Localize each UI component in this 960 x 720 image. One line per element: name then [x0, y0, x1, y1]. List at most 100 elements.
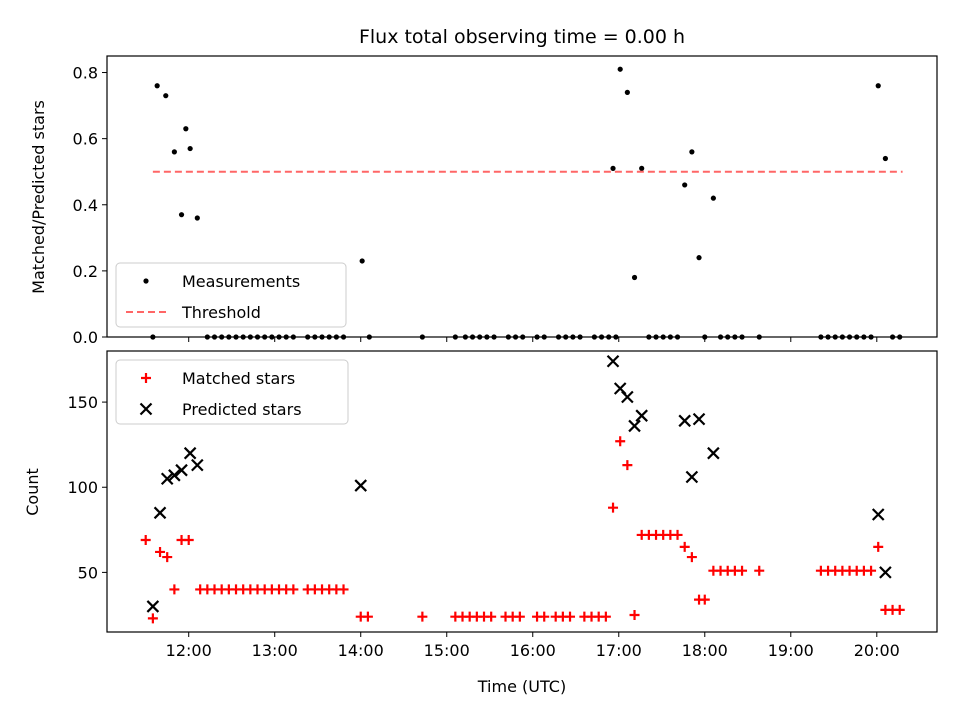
legend-label: Predicted stars: [182, 400, 302, 419]
top-axes-frame: [106, 55, 938, 338]
matched-stars-point: [699, 594, 710, 605]
predicted-stars-point: [354, 479, 368, 492]
matched-stars-point: [417, 611, 428, 622]
top-y-tick-label: 0.4: [73, 196, 98, 215]
measurement-point: [187, 145, 193, 152]
matched-stars-point: [486, 611, 497, 622]
bottom-y-tick-label: 150: [67, 393, 98, 412]
predicted-stars-point: [692, 412, 706, 426]
measurement-point: [882, 155, 888, 162]
measurement-point: [178, 212, 185, 218]
top-legend: Measurements Threshold: [115, 262, 347, 328]
matched-stars-point: [565, 611, 576, 622]
bottom-y-tick-label: 100: [67, 478, 98, 497]
matched-stars-point: [686, 552, 697, 563]
legend-label: Threshold: [181, 303, 261, 322]
predicted-stars-point: [621, 390, 634, 404]
measurement-point: [875, 83, 881, 89]
matched-stars-point: [629, 609, 640, 620]
predicted-stars-point: [153, 506, 167, 520]
matched-stars-point: [147, 613, 158, 624]
x-tick-label: 17:00: [596, 641, 642, 660]
measurement-point: [163, 93, 169, 99]
top-y-tick-label: 0.0: [73, 328, 98, 347]
measurement-point: [617, 66, 623, 72]
x-axis-label: Time (UTC): [477, 677, 566, 696]
x-tick-label: 13:00: [252, 641, 298, 660]
predicted-stars-point: [160, 472, 174, 486]
x-tick-label: 18:00: [682, 641, 728, 660]
matched-stars-point: [754, 565, 765, 576]
measurement-point: [631, 274, 638, 281]
measurement-point: [359, 258, 365, 264]
matched-stars-point: [894, 604, 905, 615]
x-tick-label: 14:00: [338, 641, 384, 660]
measurement-point: [610, 165, 616, 171]
measurement-point: [171, 149, 177, 155]
measurement-point: [696, 255, 702, 261]
predicted-stars-point: [685, 470, 699, 484]
matched-stars-point: [672, 529, 683, 540]
matched-stars-point: [155, 546, 166, 557]
measurement-point: [689, 149, 695, 155]
x-tick-label: 16:00: [510, 641, 556, 660]
predicted-stars-point: [678, 414, 691, 428]
matched-stars-point: [600, 611, 611, 622]
measurement-point: [154, 83, 160, 89]
predicted-stars-point: [635, 409, 648, 422]
bottom-y-tick-label: 50: [78, 563, 98, 582]
bottom-legend: Matched stars Predicted stars: [115, 359, 349, 425]
top-y-tick-label: 0.6: [73, 130, 98, 149]
measurement-point: [710, 195, 716, 201]
measurement-point: [183, 126, 189, 132]
legend-predicted-stars-swatch: [139, 402, 153, 416]
x-tick-label: 20:00: [854, 641, 900, 660]
x-tick-label: 12:00: [166, 641, 212, 660]
top-panel-plot-area: 0.0 0.2 0.4 0.6 0.8 Measurements Threshold: [73, 55, 938, 347]
matched-stars-point: [866, 565, 877, 576]
bottom-legend-box: [115, 359, 349, 425]
x-tick-label: 19:00: [768, 641, 814, 660]
predicted-stars-point: [871, 508, 885, 521]
matched-stars-point: [140, 535, 151, 546]
matched-stars-point: [737, 565, 748, 576]
matched-stars-point: [873, 541, 884, 552]
matched-stars-point: [539, 611, 550, 622]
bottom-panel-y-axis-label: Count: [23, 468, 42, 516]
predicted-stars-point: [606, 354, 620, 368]
matched-stars-point: [679, 541, 690, 552]
matched-stars-point: [288, 584, 299, 595]
top-panel-y-axis-label: Matched/Predicted stars: [29, 100, 48, 294]
matched-stars-point: [338, 584, 349, 595]
matched-stars-point: [362, 611, 373, 622]
top-y-tick-label: 0.2: [73, 262, 98, 281]
matched-stars-point: [162, 552, 173, 563]
top-y-tick-label: 0.8: [73, 64, 98, 83]
measurement-point: [682, 182, 688, 188]
matched-stars-point: [514, 611, 525, 622]
matched-stars-point: [622, 460, 633, 471]
predicted-stars-point: [628, 419, 641, 433]
matched-stars-point: [615, 436, 626, 447]
legend-label: Measurements: [182, 272, 300, 291]
top-legend-box: [115, 262, 347, 328]
predicted-stars-point: [707, 446, 720, 460]
matched-stars-point: [169, 584, 180, 595]
legend-label: Matched stars: [182, 369, 295, 388]
legend-measurements-swatch: [143, 278, 149, 284]
bottom-panel-plot-area: 50 100 150 12:00 13:00 14:00 15:00 16:00 17:00 18…: [67, 350, 938, 660]
bottom-axes-frame: [106, 350, 938, 633]
x-tick-label: 15:00: [424, 641, 470, 660]
measurement-point: [194, 215, 200, 221]
matched-stars-point: [608, 502, 619, 513]
top-panel-title: Flux total observing time = 0.00 h: [359, 26, 685, 48]
predicted-stars-point: [175, 463, 188, 477]
legend-matched-stars-swatch: [141, 373, 151, 383]
predicted-stars-point: [168, 469, 181, 482]
predicted-stars-point: [879, 566, 892, 579]
measurement-point: [639, 165, 645, 171]
predicted-stars-point: [146, 600, 160, 613]
matched-stars-point: [183, 535, 194, 546]
predicted-stars-point: [183, 446, 197, 460]
